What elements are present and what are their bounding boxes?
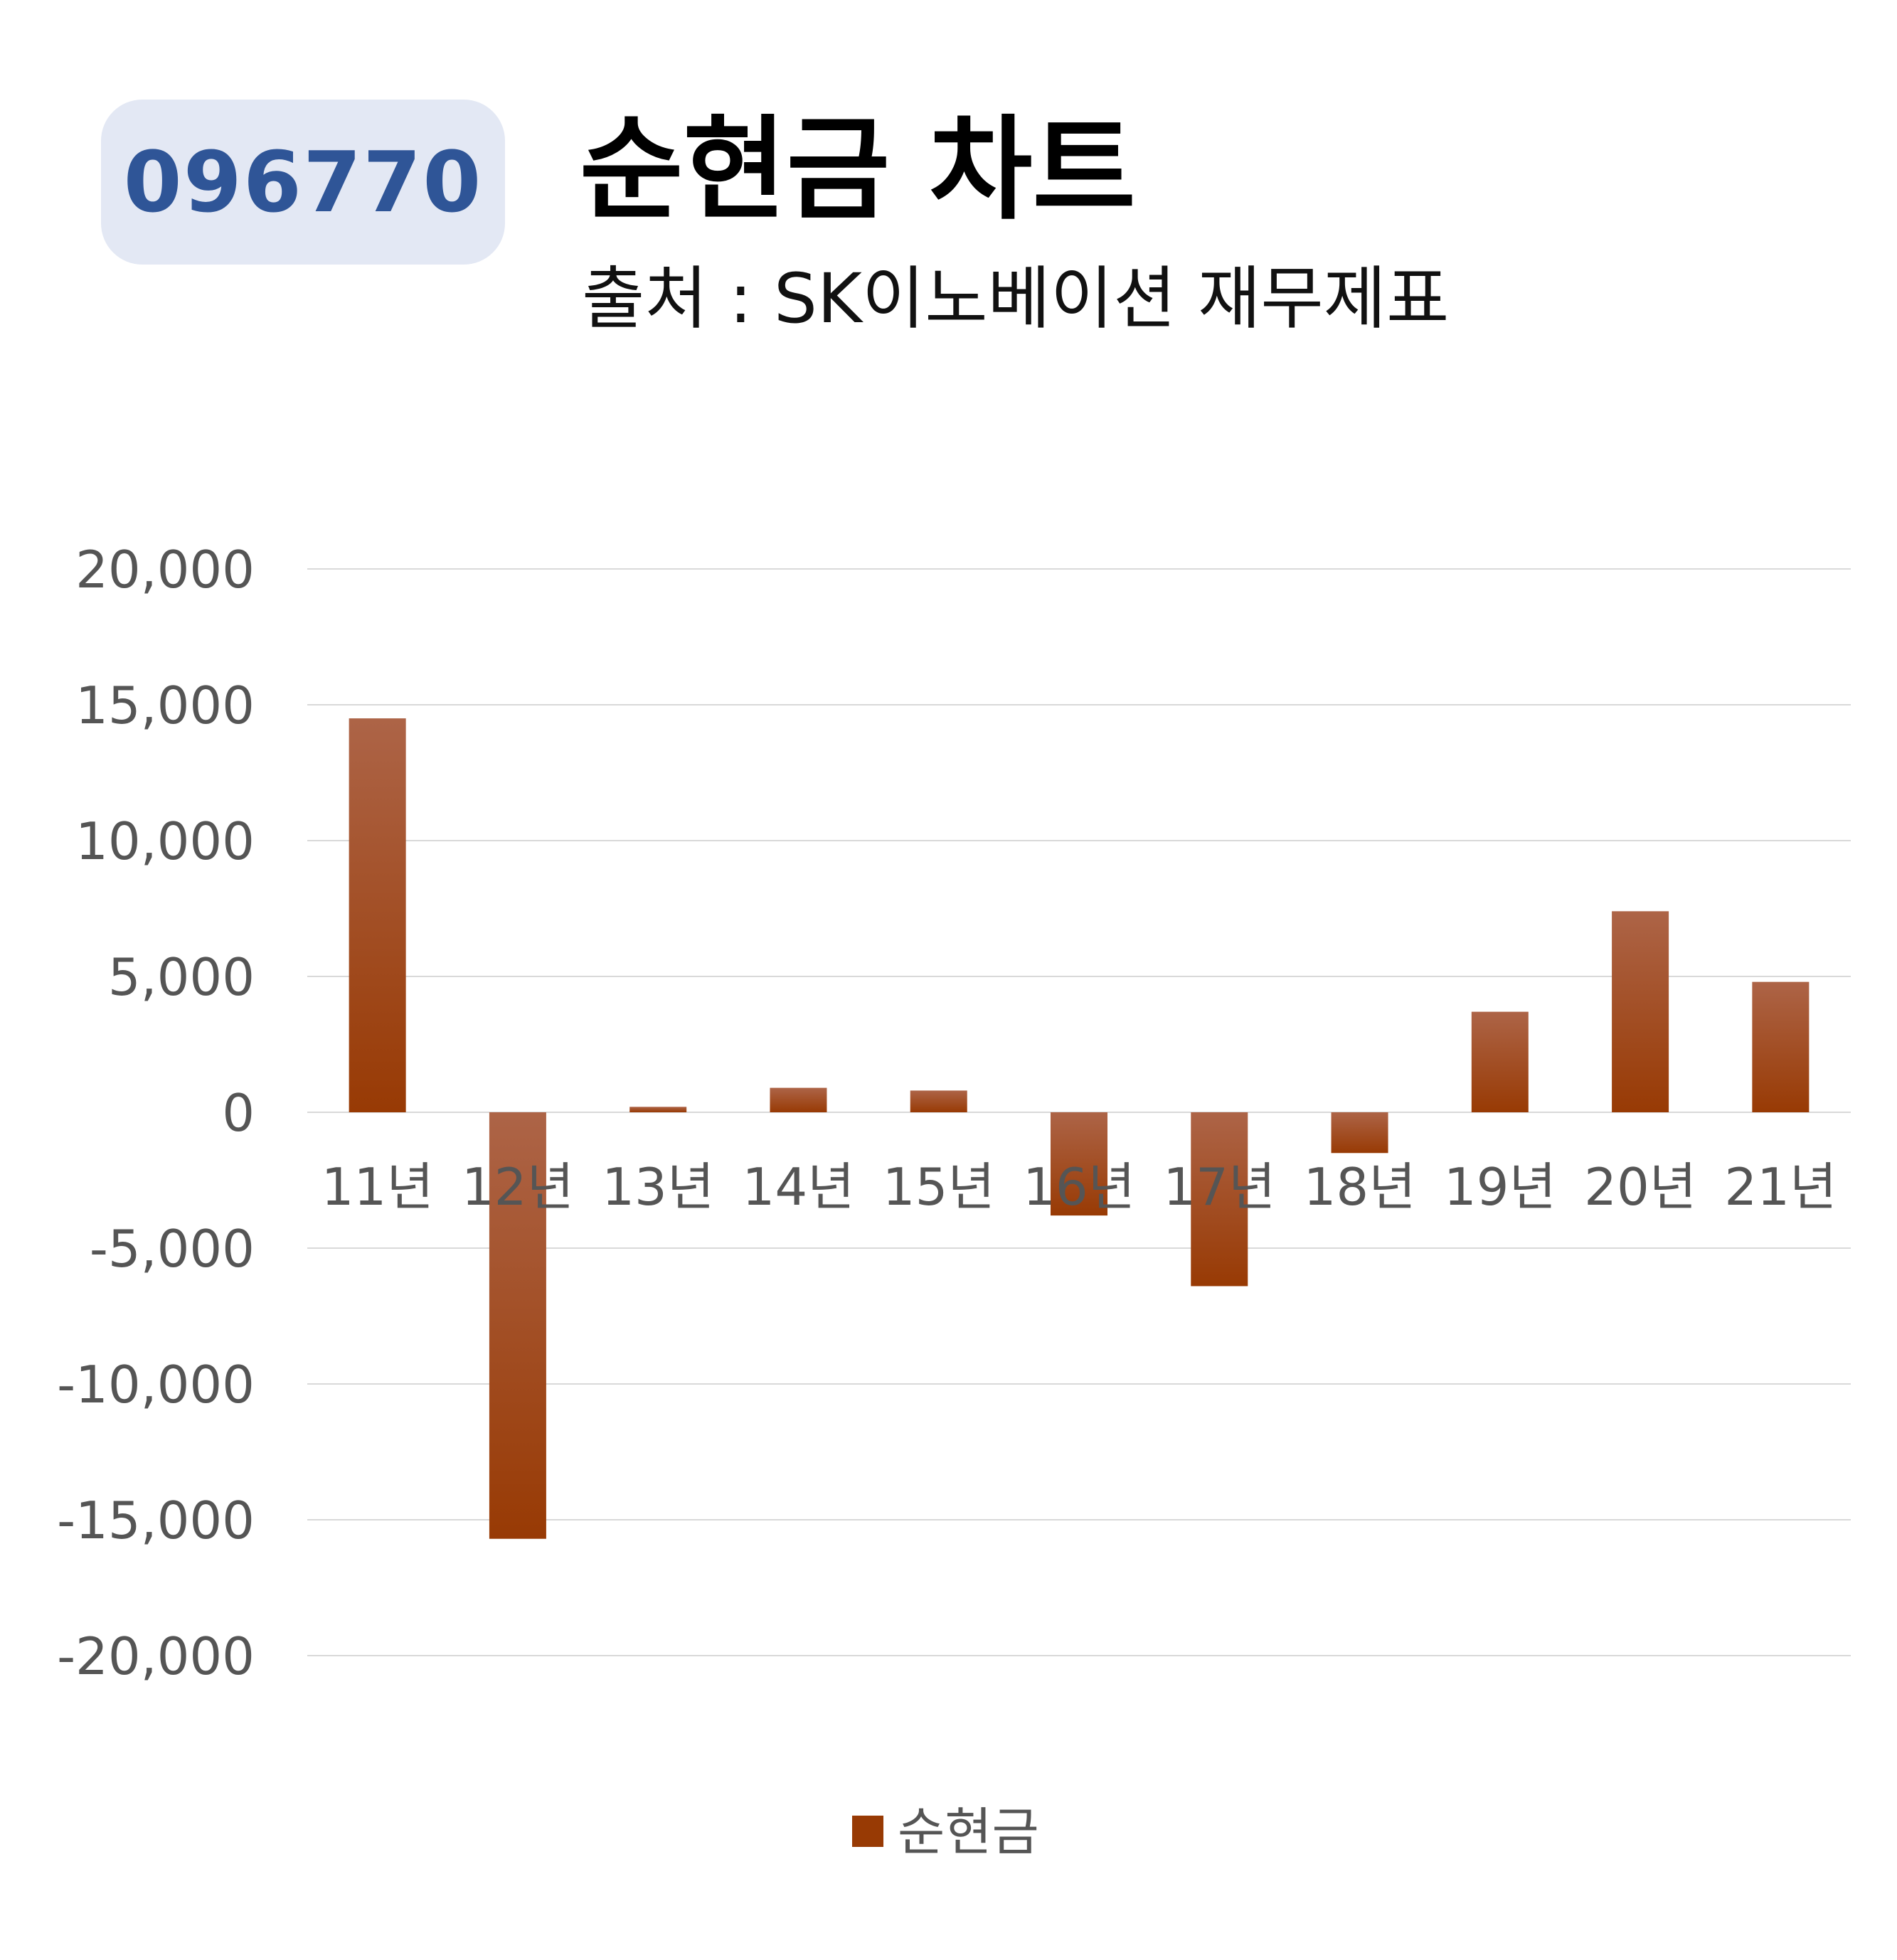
stock-code: 096770 (123, 133, 483, 231)
bar-20년 (1612, 911, 1669, 1112)
y-axis-ticks: 20,000 15,000 10,000 5,000 0 -5,000 -10,000 -15… (57, 540, 255, 1686)
y-tick-label: 20,000 (75, 540, 255, 600)
x-tick-label: 14년 (743, 1157, 855, 1217)
x-tick-label: 12년 (462, 1157, 574, 1217)
y-tick-label: 5,000 (108, 947, 255, 1007)
y-tick-label: -5,000 (90, 1219, 255, 1279)
x-tick-label: 19년 (1444, 1157, 1556, 1217)
x-tick-label: 15년 (883, 1157, 995, 1217)
bar-15년 (910, 1090, 967, 1112)
bar-16년 (1051, 1112, 1107, 1216)
y-tick-label: -10,000 (57, 1355, 255, 1415)
x-tick-label: 16년 (1023, 1157, 1135, 1217)
bar-17년 (1191, 1112, 1248, 1287)
page-subtitle: 출처 : SK이노베이션 재무제표 (582, 259, 1450, 339)
bar-11년 (349, 718, 406, 1112)
y-tick-label: -20,000 (57, 1626, 255, 1686)
x-tick-label: 13년 (602, 1157, 714, 1217)
x-tick-label: 11년 (322, 1157, 434, 1217)
y-tick-label: -15,000 (57, 1491, 255, 1550)
bar-14년 (770, 1087, 827, 1112)
legend-swatch (852, 1816, 883, 1847)
x-tick-label: 20년 (1584, 1157, 1696, 1217)
y-tick-label: 10,000 (75, 811, 255, 871)
x-axis-ticks: 11년 12년 13년 14년 15년 16년 17년 18년 19년 20년 21년 (322, 1157, 1837, 1217)
y-tick-label: 15,000 (75, 676, 255, 735)
x-tick-label: 18년 (1304, 1157, 1416, 1217)
legend-label: 순현금 (898, 1802, 1039, 1862)
y-tick-label: 0 (222, 1083, 255, 1143)
x-tick-label: 17년 (1163, 1157, 1275, 1217)
page-title: 순현금 차트 (580, 105, 1136, 235)
stock-code-badge: 096770 (101, 100, 505, 265)
legend: 순현금 (852, 1802, 1039, 1862)
bar-13년 (629, 1107, 687, 1112)
bar-12년 (489, 1112, 546, 1539)
x-tick-label: 21년 (1724, 1157, 1837, 1217)
bar-19년 (1471, 1011, 1529, 1112)
bar-21년 (1752, 981, 1810, 1112)
bar-18년 (1331, 1112, 1388, 1154)
bars (349, 718, 1810, 1539)
